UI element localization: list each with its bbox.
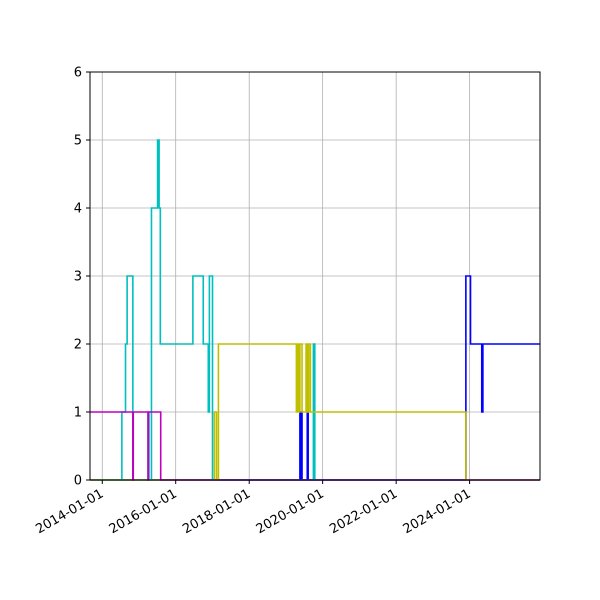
y-tick-label: 4 <box>74 202 82 217</box>
series-line-3 <box>90 343 540 481</box>
y-tick-label: 3 <box>74 270 82 285</box>
x-tick-label: 2020-01-01 <box>254 486 327 537</box>
y-tick-label: 0 <box>74 474 82 489</box>
x-tick-label: 2014-01-01 <box>33 486 106 537</box>
x-axis: 2014-01-01 2016-01-01 2018-01-01 2020-01-01… <box>33 480 474 537</box>
y-axis: 0 1 2 3 4 5 6 <box>74 66 90 489</box>
x-tick-label: 2022-01-01 <box>327 486 400 537</box>
y-tick-label: 5 <box>74 134 82 149</box>
y-tick-label: 1 <box>74 406 82 421</box>
y-tick-label: 2 <box>74 338 82 353</box>
y-tick-label: 6 <box>74 66 82 81</box>
x-tick-label: 2016-01-01 <box>107 486 180 537</box>
x-tick-label: 2018-01-01 <box>180 486 253 537</box>
x-tick-label: 2024-01-01 <box>401 486 474 537</box>
